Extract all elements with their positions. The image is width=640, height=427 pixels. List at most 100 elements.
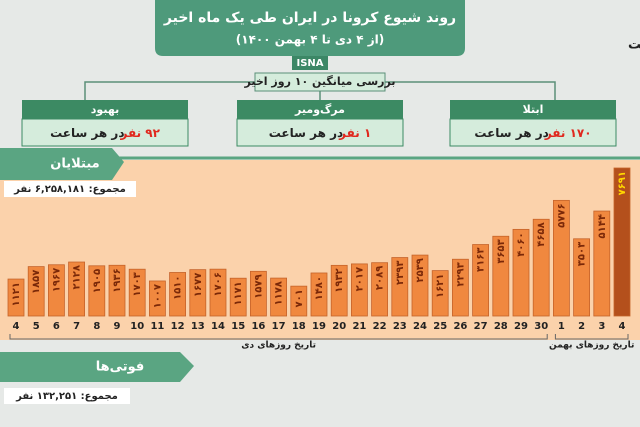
stat-label: بهبود	[91, 103, 119, 116]
bar	[613, 167, 631, 317]
value-label: ۳۵۰۳	[577, 242, 588, 266]
bar	[68, 261, 85, 317]
value-label: ۲۰۸۹	[375, 266, 386, 290]
x-tick-label: 23	[393, 321, 407, 332]
bar	[553, 199, 570, 317]
bar	[7, 278, 25, 317]
x-tick-label: 15	[231, 321, 245, 332]
value-label: ۱۱۷۱	[233, 281, 244, 305]
note: اعداد بر حسب نفر است	[628, 38, 640, 53]
value-label: ۴۶۵۸	[536, 222, 547, 246]
source-tab	[292, 56, 328, 70]
group-bracket	[9, 334, 548, 340]
x-tick-label: 22	[373, 321, 387, 332]
stat-label: مرگ‌ومیر	[294, 102, 345, 116]
value-label: ۵۱۴۴	[597, 214, 608, 238]
value-label: ۳۶۵۳	[496, 239, 507, 263]
title: روند شیوع کرونا در ایران طی یک ماه اخیر	[163, 10, 456, 26]
value-label: ۱۵۱۰	[173, 275, 184, 299]
deaths-tab	[0, 352, 194, 382]
x-tick-label: 2	[578, 321, 585, 332]
value-label: ۱۷۰۶	[213, 272, 224, 296]
value-label: ۲۰۱۷	[354, 267, 365, 291]
x-tick-label: 5	[33, 321, 40, 332]
x-tick-label: 12	[171, 321, 185, 332]
x-tick-label: 24	[413, 321, 427, 332]
bar	[88, 265, 106, 317]
value-label: ۷۰۱	[294, 289, 305, 307]
stat-body	[449, 118, 617, 147]
bar	[169, 272, 187, 317]
value-label: ۱۴۸۰	[314, 276, 325, 300]
x-tick-label: 9	[114, 321, 121, 332]
value-label: ۳۱۶۳	[476, 248, 487, 272]
value-label: ۱۷۰۳	[132, 272, 143, 296]
stat-text: ۱ نفردر هر ساعت	[269, 126, 372, 140]
deaths-total-box	[4, 388, 130, 404]
x-tick-label: 19	[312, 321, 326, 332]
value-label: ۱۶۲۱	[435, 274, 446, 298]
bar	[431, 270, 449, 317]
x-tick-label: 17	[272, 321, 286, 332]
bar	[128, 268, 146, 317]
bar	[512, 228, 530, 317]
value-label: ۱۹۳۲	[334, 268, 345, 292]
bar	[411, 254, 429, 317]
value-label: ۱۹۳۶	[112, 268, 123, 292]
value-label: ۱۵۷۹	[253, 274, 264, 298]
x-tick-label: 11	[150, 321, 164, 332]
bar	[573, 238, 590, 317]
stat-value: ۱ نفر	[338, 126, 371, 140]
value-label: ۱۶۷۷	[193, 273, 204, 297]
stat-value: ۹۲ نفر	[119, 126, 160, 140]
value-label: ۵۷۷۶	[556, 203, 567, 227]
bar	[270, 277, 288, 317]
cases-total: مجموع: ۶,۲۵۸,۱۸۱ نفر	[13, 184, 126, 195]
x-tick-label: 26	[453, 321, 467, 332]
stat-body	[21, 118, 189, 147]
source: ISNA	[296, 58, 323, 69]
value-label: ۲۱۲۸	[72, 265, 83, 289]
x-tick-label: 3	[598, 321, 605, 332]
group-label: تاریخ روزهای بهمن	[549, 341, 634, 351]
bar	[108, 264, 126, 317]
stat-header	[22, 100, 188, 119]
cases-tab	[0, 148, 124, 180]
value-label: ۲۵۳۹	[415, 258, 426, 282]
bar	[148, 280, 166, 317]
bar	[249, 270, 267, 317]
value-label: ۲۲۹۳	[455, 262, 466, 286]
bar	[593, 210, 611, 317]
bar	[290, 285, 308, 317]
bar	[371, 262, 389, 317]
x-tick-label: 28	[494, 321, 508, 332]
stat-unit: در هر ساعت	[474, 126, 548, 140]
x-tick-label: 21	[352, 321, 366, 332]
stat-unit: در هر ساعت	[50, 126, 124, 140]
deaths-title: فوتی‌ها	[96, 360, 145, 375]
deaths-total: مجموع: ۱۳۲,۲۵۱ نفر	[15, 391, 118, 402]
stat-header	[450, 100, 616, 119]
value-label: ۴۰۶۰	[516, 232, 527, 256]
bar	[330, 264, 348, 317]
stat-label: ابتلا	[523, 103, 544, 116]
bar	[532, 218, 550, 317]
bar	[472, 244, 490, 317]
group-label: تاریخ روزهای دی	[241, 341, 316, 351]
x-tick-label: 4	[13, 321, 20, 332]
bar	[350, 263, 368, 317]
x-tick-label: 1	[558, 321, 565, 332]
bar	[492, 235, 510, 317]
x-tick-label: 4	[619, 321, 626, 332]
value-label: ۲۳۹۳	[395, 261, 406, 285]
bar	[189, 269, 207, 317]
x-tick-label: 16	[251, 321, 265, 332]
stat-header	[237, 100, 403, 119]
x-tick-label: 20	[332, 321, 346, 332]
stat-value: ۱۷۰ نفر	[544, 126, 592, 140]
stat-text: ۱۷۰ نفردر هر ساعت	[474, 126, 591, 140]
bar	[229, 277, 247, 317]
bar	[48, 264, 65, 317]
x-tick-label: 8	[93, 321, 100, 332]
